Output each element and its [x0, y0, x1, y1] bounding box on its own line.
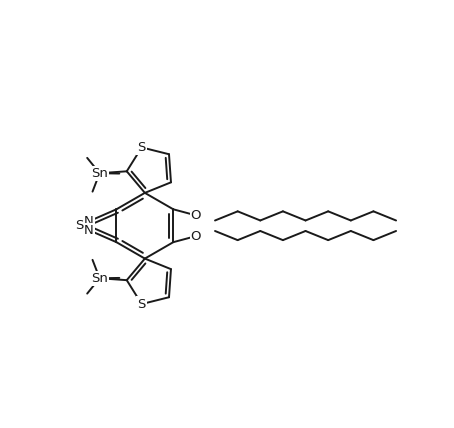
Text: S: S [74, 219, 83, 232]
Text: S: S [138, 141, 146, 154]
Text: O: O [191, 229, 201, 243]
Text: N: N [84, 215, 94, 228]
Text: S: S [138, 297, 146, 311]
Text: O: O [191, 209, 201, 222]
Text: Sn: Sn [91, 272, 108, 285]
Text: Sn: Sn [91, 166, 108, 180]
Text: N: N [84, 223, 94, 237]
